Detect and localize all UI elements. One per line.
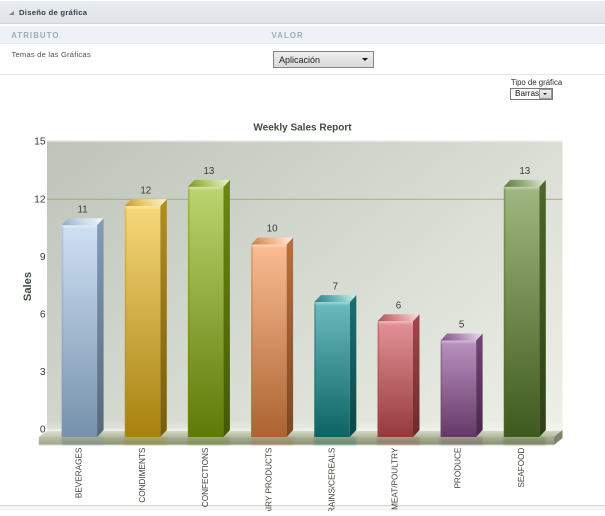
svg-text:0: 0 [40,425,46,436]
svg-text:GRAINS/CEREALS: GRAINS/CEREALS [327,447,336,511]
svg-text:6: 6 [40,310,46,321]
svg-text:12: 12 [34,194,46,205]
svg-text:5: 5 [459,320,465,331]
svg-text:6: 6 [396,301,402,312]
svg-text:11: 11 [78,205,88,216]
svg-text:7: 7 [333,281,338,292]
svg-text:9: 9 [40,252,46,263]
svg-text:DAIRY PRODUCTS: DAIRY PRODUCTS [264,447,273,511]
svg-text:13: 13 [203,166,214,177]
svg-text:SEAFOOD: SEAFOOD [517,448,526,488]
svg-text:CONFECTIONS: CONFECTIONS [201,447,210,507]
svg-text:10: 10 [267,224,278,235]
svg-text:15: 15 [34,137,46,148]
svg-text:13: 13 [519,166,530,177]
svg-text:3: 3 [40,367,46,378]
svg-text:Weekly Sales Report: Weekly Sales Report [253,123,352,134]
svg-text:Sales: Sales [22,272,34,301]
svg-text:PRODUCE: PRODUCE [454,447,463,488]
svg-text:12: 12 [140,185,151,196]
svg-text:BEVERAGES: BEVERAGES [75,447,84,498]
svg-text:MEAT/POULTRY: MEAT/POULTRY [391,447,400,510]
svg-text:CONDIMENTS: CONDIMENTS [138,447,147,503]
